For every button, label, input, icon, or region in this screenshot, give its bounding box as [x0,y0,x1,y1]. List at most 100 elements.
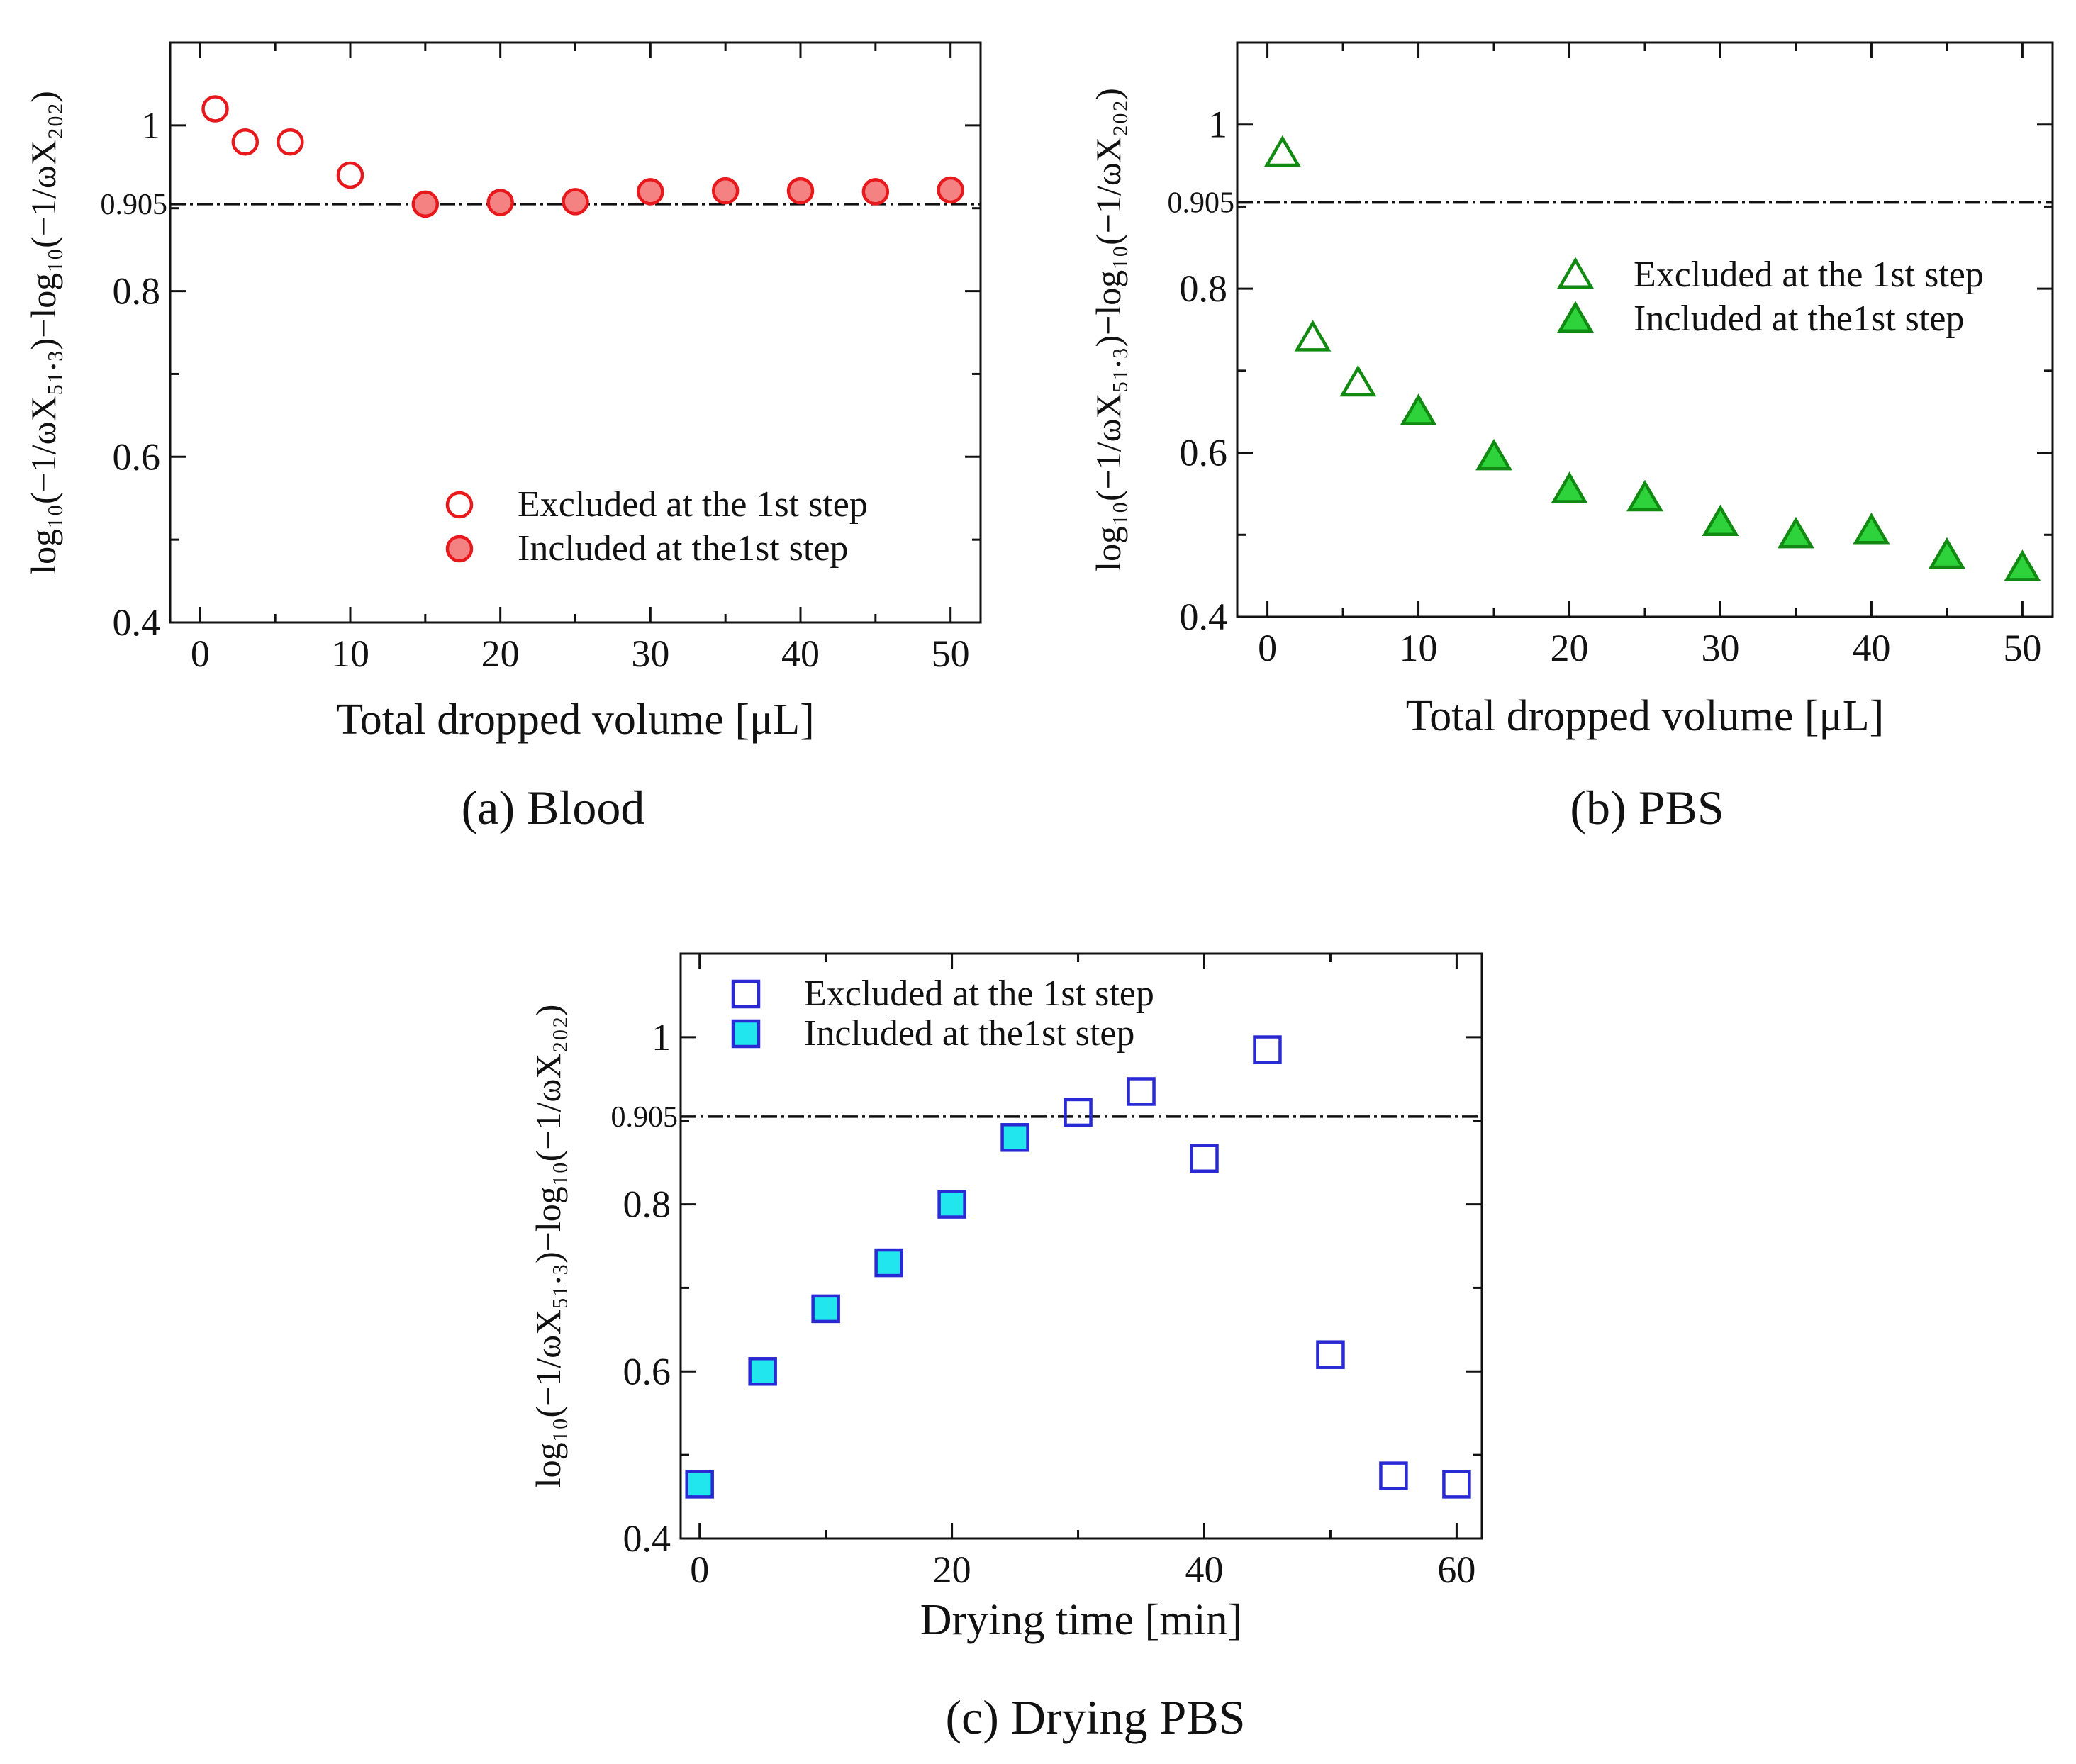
data-point [231,128,260,156]
legend-marker [1557,257,1594,289]
legend-label: Included at the1st step [518,528,848,569]
x-tick-label: 20 [481,632,520,675]
reference-line-label: 0.905 [101,189,168,221]
y-tick-label: 0.4 [113,601,161,644]
chart-panel-a: 0 10 20 30 40 50 0.4 0.6 0.8 1 0.905 Excluded at th… [23,41,982,834]
series-included [1400,393,2041,581]
data-point [336,161,364,189]
y-tick-label: 1 [141,104,160,147]
panel-caption: (a) Blood [462,781,645,834]
data-point [1316,1340,1345,1369]
data-point [1702,504,1739,536]
data-point [1400,393,1437,425]
data-point [1551,471,1588,503]
y-tick-label: 0.8 [1180,267,1228,310]
data-point [1190,1144,1219,1173]
x-axis-label: Total dropped volume [μL] [1406,692,1885,740]
x-tick-label: 50 [932,632,970,675]
reference-line-label: 0.905 [611,1101,679,1134]
data-point [861,178,890,206]
data-point [1475,438,1513,471]
legend-label: Excluded at the 1st step [1634,255,1984,295]
series-included [685,1123,1029,1499]
y-tick-label: 0.8 [623,1183,671,1226]
x-tick-label: 60 [1437,1548,1475,1591]
x-tick-label: 30 [631,632,669,675]
data-point [937,176,964,204]
x-tick-label: 40 [1185,1548,1224,1591]
y-tick-label: 0.6 [623,1350,671,1392]
chart-panel-c: 0 20 40 60 0.4 0.6 0.8 1 0.905 Excluded at the 1s… [528,952,1483,1744]
data-point [201,95,229,123]
data-point [1928,537,1965,569]
legend-label: Excluded at the 1st step [804,973,1154,1014]
panel-caption: (b) PBS [1570,781,1724,834]
legend-marker [1557,301,1594,333]
data-point [1442,1470,1471,1499]
x-axis-label: Total dropped volume [μL] [336,696,815,744]
y-tick-label: 1 [652,1016,671,1059]
data-point [1853,513,1890,545]
data-point [411,190,440,218]
x-tick-label: 10 [331,632,369,675]
y-tick-label: 0.4 [623,1517,671,1560]
y-axis-label: log₁₀(−1/ωX₅₁.₃)−log₁₀(−1/ωX₂₀₂) [1088,88,1128,571]
data-point [1064,1098,1093,1127]
x-tick-label: 0 [1258,627,1277,669]
x-tick-label: 0 [191,632,210,675]
x-tick-label: 50 [2003,627,2041,669]
y-tick-label: 0.8 [113,270,161,313]
x-tick-label: 20 [933,1548,971,1591]
data-point [1253,1035,1282,1064]
legend-label: Excluded at the 1st step [518,484,868,525]
data-point [1294,320,1332,352]
legend-marker [731,1019,761,1049]
reference-line-label: 0.905 [1168,187,1235,220]
x-tick-label: 40 [781,632,820,675]
legend-marker [445,535,474,563]
series-excluded [1064,1035,1471,1499]
series-included [411,176,964,218]
x-tick-label: 40 [1852,627,1890,669]
data-point [277,128,304,156]
data-point [685,1470,714,1499]
panel-caption: (c) Drying PBS [945,1690,1245,1744]
series-excluded [1263,135,1377,397]
x-tick-label: 10 [1400,627,1438,669]
plot-frame [679,952,1483,1540]
series-excluded [201,95,364,189]
legend-marker [731,979,761,1009]
data-point [874,1248,903,1278]
data-point [1626,479,1663,512]
data-point [786,177,815,205]
data-point [1777,516,1814,549]
data-point [1127,1077,1156,1106]
y-axis-label: log₁₀(−1/ωX₅₁.₃)−log₁₀(−1/ωX₂₀₂) [23,91,63,574]
data-point [1263,135,1301,167]
data-point [562,188,589,216]
data-point [811,1294,840,1324]
y-tick-label: 1 [1208,104,1227,146]
x-tick-label: 20 [1551,627,1589,669]
data-point [748,1357,777,1386]
data-point [711,177,740,205]
x-tick-label: 0 [690,1548,709,1591]
data-point [1339,364,1377,397]
x-tick-label: 30 [1701,627,1739,669]
data-point [486,189,514,216]
legend-label: Included at the1st step [1634,298,1964,339]
data-point [937,1190,966,1219]
data-point [1379,1461,1408,1490]
y-axis-label: log₁₀(−1/ωX₅₁.₃)−log₁₀(−1/ωX₂₀₂) [528,1005,568,1488]
data-point [2004,549,2041,581]
data-point [1000,1123,1029,1152]
y-tick-label: 0.6 [113,435,161,478]
legend-marker [445,491,474,519]
y-tick-label: 0.4 [1180,596,1228,638]
x-axis-label: Drying time [min] [920,1596,1243,1644]
legend-label: Included at the1st step [804,1013,1134,1054]
chart-panel-b: 0 10 20 30 40 50 0.4 0.6 0.8 1 0.905 Excluded at th… [1088,41,2054,834]
y-tick-label: 0.6 [1180,432,1228,474]
data-point [637,178,664,206]
